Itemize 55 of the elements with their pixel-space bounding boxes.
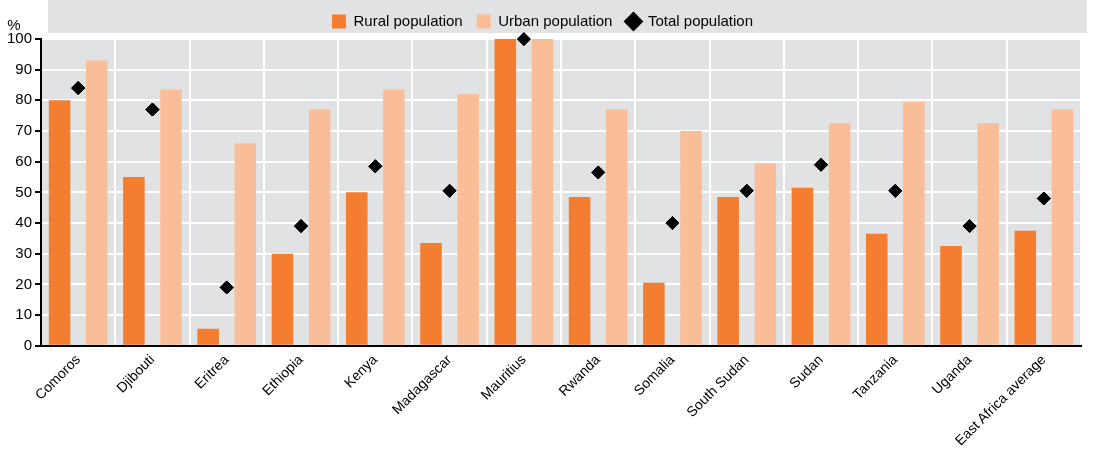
bar	[531, 39, 554, 345]
bar	[457, 94, 479, 345]
point	[814, 157, 829, 172]
point	[739, 183, 754, 198]
point	[294, 219, 309, 234]
y-tick-label: 60	[15, 151, 33, 169]
legend-label: Urban population	[498, 11, 613, 29]
bar	[1051, 109, 1074, 345]
bar	[865, 233, 888, 345]
bar	[345, 192, 368, 345]
y-tick-label: 40	[15, 213, 33, 231]
bar	[605, 109, 628, 345]
bar	[903, 101, 925, 345]
bar	[123, 177, 145, 345]
y-tick-label: 80	[15, 90, 33, 108]
point	[888, 183, 903, 198]
y-tick-label: 50	[15, 182, 33, 200]
y-tick-label: 90	[15, 59, 33, 77]
bar	[197, 328, 219, 345]
bar	[494, 39, 517, 345]
bar	[383, 89, 405, 345]
bar	[568, 196, 591, 345]
bar	[754, 163, 777, 345]
legend-label: Total population	[647, 11, 754, 29]
point	[1036, 191, 1051, 206]
bar	[420, 242, 442, 345]
bar	[234, 143, 257, 345]
point	[71, 81, 86, 96]
bar	[643, 282, 665, 345]
bar	[160, 89, 182, 345]
bar	[940, 246, 962, 345]
y-tick-label: 0	[23, 335, 33, 353]
bar	[977, 123, 999, 345]
point	[665, 216, 680, 231]
bar	[680, 131, 702, 345]
y-tick-label: 30	[15, 243, 33, 261]
point	[516, 32, 531, 46]
bar	[717, 196, 739, 345]
point	[442, 183, 457, 198]
point	[962, 219, 977, 234]
point	[368, 159, 383, 174]
y-tick-label: 10	[15, 305, 33, 323]
bar	[1014, 230, 1037, 345]
bar	[85, 60, 108, 345]
bar	[48, 100, 71, 345]
legend-label: Rural population	[353, 11, 463, 29]
bar	[271, 253, 294, 345]
point	[591, 165, 606, 180]
y-tick-label: 70	[15, 121, 33, 139]
bar	[791, 187, 814, 345]
point	[145, 102, 160, 117]
bar	[308, 109, 331, 345]
point	[219, 280, 234, 295]
y-tick-label: 20	[15, 274, 33, 292]
bar	[828, 123, 851, 345]
